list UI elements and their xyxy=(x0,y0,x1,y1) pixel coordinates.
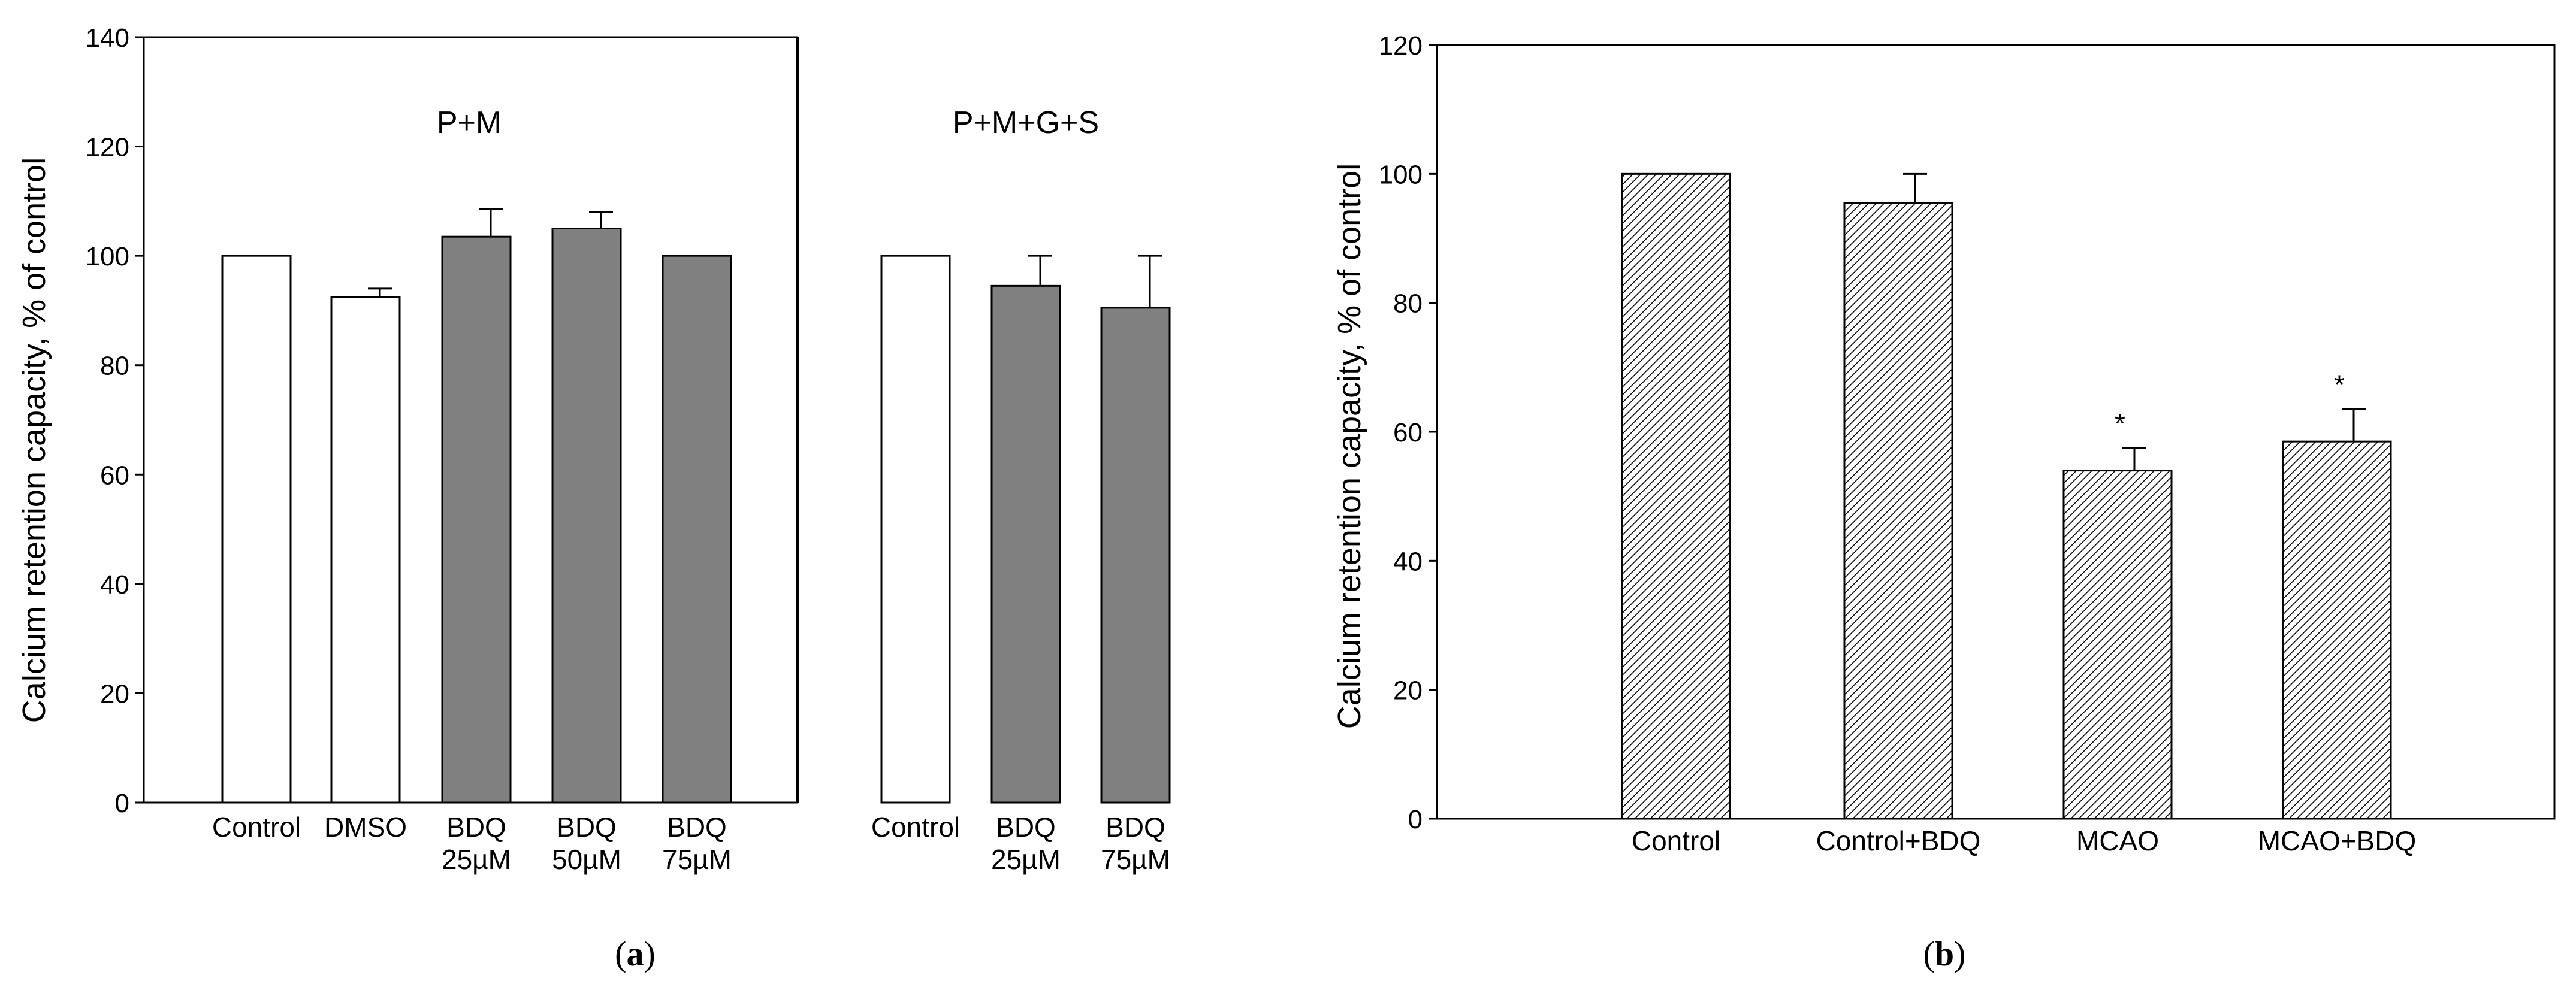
chart-b-ytick-label: 0 xyxy=(1408,805,1423,834)
chart-b-ylabel: Calcium retention capacity, % of control xyxy=(1331,164,1367,729)
chart-b-x-label: MCAO xyxy=(2076,825,2159,856)
chart-a-ylabel: Calcium retention capacity, % of control xyxy=(16,158,52,723)
chart-b-ytick-label: 40 xyxy=(1393,547,1423,576)
chart-a-x-label: 75µM xyxy=(662,844,732,875)
chart-a-x-label: Control xyxy=(871,812,960,843)
chart-a-bar xyxy=(441,235,512,804)
chart-a-bar xyxy=(662,255,732,804)
chart-a-ytick-label: 60 xyxy=(100,461,129,490)
chart-b-bar xyxy=(1843,202,1953,820)
chart-a-bar xyxy=(880,255,951,804)
chart-a-ytick-label: 80 xyxy=(100,352,129,381)
chart-a-x-label: 50µM xyxy=(552,844,621,875)
chart-a-bar xyxy=(990,284,1061,804)
chart-b: Calcium retention capacity, % of control… xyxy=(1331,31,2556,973)
chart-a-ytick-label: 140 xyxy=(86,23,129,53)
chart-a-x-label: DMSO xyxy=(324,812,407,843)
chart-b-bar xyxy=(2282,440,2392,820)
chart-a-x-label: BDQ xyxy=(667,812,727,843)
chart-a-ytick-label: 40 xyxy=(100,570,129,600)
chart-b-significance-marker: * xyxy=(2334,369,2345,400)
chart-a-x-label: BDQ xyxy=(446,812,506,843)
chart-a-ytick-label: 100 xyxy=(86,242,129,271)
chart-a-x-label: 25µM xyxy=(442,844,511,875)
chart-a-group-label: P+M xyxy=(437,105,502,140)
chart-a-x-label: Control xyxy=(212,812,301,843)
chart-b-axes: 0 20 40 60 80 100 120 xyxy=(1379,31,2556,834)
chart-b-ytick-label: 80 xyxy=(1393,289,1423,319)
chart-a-ytick-label: 0 xyxy=(115,789,129,818)
chart-b-bars: ** xyxy=(1621,172,2392,820)
chart-a-x-label: 25µM xyxy=(991,844,1061,875)
chart-a-ytick-label: 120 xyxy=(86,133,129,162)
chart-a: Calcium retention capacity, % of control… xyxy=(16,23,1171,973)
chart-a-group-label: P+M+G+S xyxy=(953,105,1099,140)
chart-b-x-label: Control xyxy=(1632,825,1720,856)
chart-a-bar xyxy=(551,228,622,804)
chart-b-ytick-label: 20 xyxy=(1393,676,1423,706)
chart-b-significance-marker: * xyxy=(2115,408,2125,439)
chart-a-x-label: 75µM xyxy=(1101,844,1170,875)
chart-b-x-label: MCAO+BDQ xyxy=(2258,825,2417,856)
chart-a-bar xyxy=(1100,307,1171,804)
chart-a-bar xyxy=(330,296,401,804)
chart-b-panel-label: (b) xyxy=(1923,934,1966,973)
chart-a-ytick-label: 20 xyxy=(100,679,129,709)
chart-a-bar xyxy=(221,255,292,804)
chart-b-ytick-label: 120 xyxy=(1379,31,1423,60)
chart-b-bar xyxy=(1621,172,1731,820)
chart-b-x-label: Control+BDQ xyxy=(1816,825,1981,856)
chart-a-x-label: BDQ xyxy=(557,812,617,843)
chart-a-axes: 0 20 40 60 80 100 120 140 P+M P+M+G+S xyxy=(86,23,1100,818)
chart-a-panel-label: (a) xyxy=(615,934,656,973)
chart-a-bars xyxy=(221,208,1171,804)
chart-a-x-label: BDQ xyxy=(1106,812,1165,843)
chart-b-x-labels: Control Control+BDQ MCAO MCAO+BDQ xyxy=(1632,825,2416,856)
chart-b-ytick-label: 60 xyxy=(1393,418,1423,447)
chart-b-ytick-label: 100 xyxy=(1379,160,1423,189)
chart-a-x-label: BDQ xyxy=(996,812,1056,843)
chart-b-bar xyxy=(2062,470,2173,820)
